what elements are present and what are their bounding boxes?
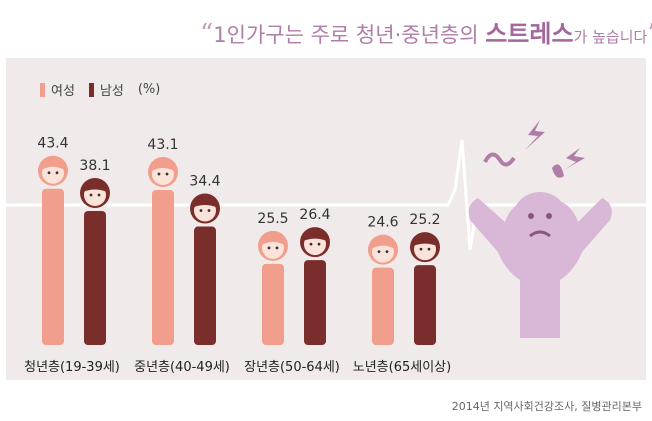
bar-eye-right bbox=[427, 247, 431, 251]
bar-hair bbox=[83, 182, 107, 192]
bar-female-0: 43.4 bbox=[37, 136, 69, 345]
data-label: 25.2 bbox=[409, 212, 440, 228]
bar-hair bbox=[303, 232, 327, 242]
bar-eye-left bbox=[199, 209, 203, 212]
bar-eye-left bbox=[419, 247, 423, 251]
data-label: 43.4 bbox=[37, 136, 68, 152]
close-quote: ” bbox=[647, 19, 652, 49]
bar-body bbox=[372, 267, 394, 345]
bar-eye-right bbox=[385, 250, 389, 254]
bar-female-3: 24.6 bbox=[367, 215, 399, 345]
bar-body bbox=[152, 189, 174, 345]
bar-male-3: 25.2 bbox=[409, 212, 441, 345]
bar-eye-right bbox=[97, 193, 101, 197]
bar-eye-right bbox=[317, 242, 321, 246]
bar-eye-left bbox=[377, 250, 381, 254]
bar-body bbox=[194, 226, 216, 345]
open-quote: “ bbox=[200, 19, 214, 49]
bar-eye-left bbox=[47, 171, 51, 175]
bar-eye-left bbox=[267, 246, 271, 250]
bar-body bbox=[262, 263, 284, 345]
data-label: 38.1 bbox=[79, 158, 110, 174]
bar-eye-right bbox=[275, 246, 279, 250]
bar-male-1: 34.4 bbox=[189, 174, 221, 345]
legend: 여성 남성 (%) bbox=[40, 80, 160, 99]
source-note: 2014년 지역사회건강조사, 질병관리본부 bbox=[451, 400, 642, 413]
bar-hair bbox=[413, 237, 437, 247]
data-label: 24.6 bbox=[367, 215, 398, 231]
bar-body bbox=[42, 188, 64, 345]
bar-hair bbox=[260, 235, 286, 246]
bar-body bbox=[84, 210, 106, 345]
legend-male-label: 남성 bbox=[99, 84, 124, 99]
category-label: 청년층(19-39세) bbox=[24, 360, 120, 375]
title-emphasis: 스트레스 bbox=[485, 20, 574, 48]
bar-eye-left bbox=[309, 242, 313, 246]
bar-body bbox=[304, 260, 326, 345]
page-title: “1인가구는 주로 청년·중년층의 스트레스가 높습니다” bbox=[200, 14, 652, 49]
bar-eye-right bbox=[165, 172, 169, 176]
title-part2: 가 높습니다 bbox=[573, 28, 648, 46]
data-label: 34.4 bbox=[189, 174, 220, 190]
bar-male-0: 38.1 bbox=[79, 158, 111, 345]
legend-unit: (%) bbox=[137, 82, 161, 97]
category-label: 장년층(50-64세) bbox=[244, 360, 340, 375]
bar-hair bbox=[40, 160, 66, 171]
bar-hair bbox=[370, 239, 396, 250]
data-label: 25.5 bbox=[257, 211, 288, 227]
bar-eye-left bbox=[157, 172, 161, 176]
bar-hair bbox=[150, 161, 176, 172]
bar-eye-left bbox=[89, 193, 93, 197]
bar-eye-right bbox=[207, 209, 211, 212]
legend-female-swatch bbox=[40, 82, 45, 97]
bar-female-1: 43.1 bbox=[147, 137, 179, 345]
category-label: 중년층(40-49세) bbox=[134, 360, 230, 375]
data-label: 26.4 bbox=[299, 207, 330, 223]
legend-female-label: 여성 bbox=[51, 84, 75, 99]
bar-hair bbox=[193, 198, 217, 208]
stressed-person-icon bbox=[468, 120, 612, 338]
legend-male-swatch bbox=[88, 82, 94, 97]
bar-female-2: 25.5 bbox=[257, 211, 289, 345]
bar-male-2: 26.4 bbox=[299, 207, 331, 345]
title-part1: 1인가구는 주로 청년·중년층의 bbox=[213, 23, 486, 47]
category-label: 노년층(65세이상) bbox=[353, 360, 451, 375]
bar-body bbox=[414, 265, 436, 345]
bar-eye-right bbox=[55, 171, 59, 175]
data-label: 43.1 bbox=[147, 137, 178, 153]
